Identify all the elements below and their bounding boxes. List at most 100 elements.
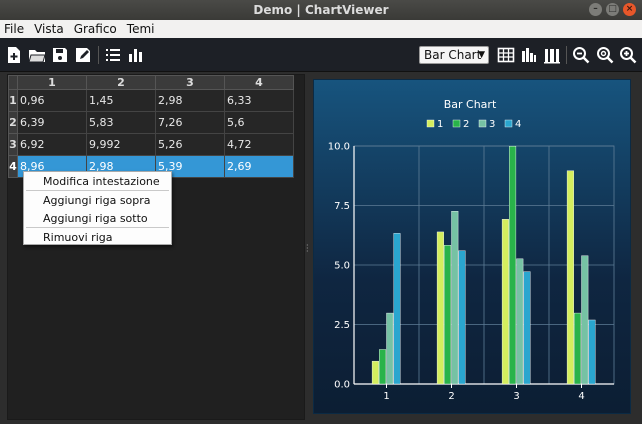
bar — [393, 233, 401, 385]
context-menu: Modifica intestazione Aggiungi riga sopr… — [23, 171, 172, 245]
bar — [386, 312, 394, 385]
open-folder-icon[interactable] — [28, 46, 46, 64]
legend-swatch — [504, 119, 513, 128]
table-row: 2 6,39 5,83 7,26 5,6 — [8, 111, 294, 134]
new-file-icon[interactable] — [5, 46, 23, 64]
table-cell[interactable]: 6,33 — [224, 89, 294, 112]
table-row: 1 0,96 1,45 2,98 6,33 — [8, 89, 294, 112]
menu-file[interactable]: File — [4, 22, 25, 36]
table-cell[interactable]: 5,39 — [155, 155, 225, 178]
table-cell[interactable]: 7,26 — [155, 111, 225, 134]
row-header[interactable]: 4 — [8, 155, 18, 178]
column-header[interactable]: 1 — [17, 75, 87, 90]
bar — [451, 211, 459, 385]
bar — [458, 250, 466, 385]
bar-chart-icon[interactable] — [520, 46, 538, 64]
bar — [566, 170, 574, 385]
menu-item-modifica-intestazione[interactable]: Modifica intestazione — [43, 175, 160, 188]
legend-label: 3 — [489, 119, 495, 130]
column-header[interactable]: 4 — [224, 75, 294, 90]
row-header[interactable]: 3 — [8, 133, 18, 156]
row-header[interactable]: 2 — [8, 111, 18, 134]
table-cell[interactable]: 5,6 — [224, 111, 294, 134]
bar — [523, 271, 531, 385]
table-cell[interactable]: 0,96 — [17, 89, 87, 112]
chart-type-select[interactable]: Bar Chart ▼ — [419, 46, 489, 64]
table-cell[interactable]: 4,72 — [224, 133, 294, 156]
menu-item-rimuovi-riga[interactable]: Rimuovi riga — [43, 231, 113, 244]
list-icon[interactable] — [104, 46, 122, 64]
table-corner-button[interactable] — [8, 75, 18, 90]
x-tick-label: 1 — [383, 391, 389, 402]
bar — [379, 349, 387, 385]
legend-swatch — [452, 119, 461, 128]
chevron-down-icon: ▼ — [478, 50, 485, 60]
y-tick-label: 10.0 — [328, 142, 350, 153]
chart-title: Bar Chart — [444, 98, 497, 111]
bar — [588, 319, 596, 385]
zoom-in-icon[interactable] — [619, 46, 637, 64]
column-header[interactable]: 2 — [86, 75, 156, 90]
bar — [574, 312, 582, 385]
chart-panel: Bar Chart 1 2 3 4 0.0 2.5 5.0 7.5 10.0 1 2 3 4 — [313, 79, 631, 414]
table-cell[interactable]: 1,45 — [86, 89, 156, 112]
y-tick-label: 0.0 — [334, 380, 350, 391]
menu-item-aggiungi-riga-sopra[interactable]: Aggiungi riga sopra — [43, 194, 151, 207]
x-tick-label: 4 — [578, 391, 584, 402]
bar — [371, 360, 379, 385]
legend-label: 2 — [463, 119, 469, 130]
legend-label: 4 — [515, 119, 521, 130]
table-cell[interactable]: 2,69 — [224, 155, 294, 178]
table-cell[interactable]: 6,39 — [17, 111, 87, 134]
toolbar: Bar Chart ▼ — [0, 38, 642, 72]
table-row: 3 6,92 9,992 5,26 4,72 — [8, 133, 294, 156]
menu-temi[interactable]: Temi — [126, 22, 155, 36]
bar-chart-alt-icon[interactable] — [543, 46, 561, 64]
table-cell[interactable]: 5,26 — [155, 133, 225, 156]
y-tick-label: 7.5 — [334, 201, 350, 212]
bar — [436, 231, 444, 385]
bar — [501, 219, 509, 385]
bar — [516, 258, 524, 385]
column-header[interactable]: 3 — [155, 75, 225, 90]
x-tick-label: 3 — [513, 391, 519, 402]
y-tick-label: 5.0 — [334, 261, 350, 272]
table-cell[interactable]: 5,83 — [86, 111, 156, 134]
zoom-reset-icon[interactable] — [596, 46, 614, 64]
edit-icon[interactable] — [74, 46, 92, 64]
main-content: 1 2 3 4 1 0,96 1,45 2,98 6,33 2 6,39 5,8 — [0, 72, 642, 424]
data-table: 1 2 3 4 1 0,96 1,45 2,98 6,33 2 6,39 5,8 — [8, 75, 294, 178]
splitter-handle[interactable]: · · · — [306, 241, 309, 256]
menu-bar: File Vista Grafico Temi — [0, 20, 642, 38]
bar-data-icon[interactable] — [127, 46, 145, 64]
bar — [509, 145, 517, 385]
table-header-row: 1 2 3 4 — [8, 75, 294, 90]
maximize-button[interactable]: □ — [606, 3, 619, 16]
window-titlebar: Demo | ChartViewer – □ × — [0, 0, 642, 20]
close-button[interactable]: × — [623, 3, 636, 16]
y-tick-label: 2.5 — [334, 320, 350, 331]
table-cell[interactable]: 2,98 — [155, 89, 225, 112]
zoom-out-icon[interactable] — [572, 46, 590, 64]
toolbar-separator — [566, 46, 567, 64]
table-cell[interactable]: 9,992 — [86, 133, 156, 156]
x-tick-label: 2 — [448, 391, 454, 402]
menu-divider — [26, 227, 169, 228]
row-header[interactable]: 1 — [8, 89, 18, 112]
toolbar-separator — [98, 46, 99, 64]
minimize-button[interactable]: – — [589, 3, 602, 16]
table-cell[interactable]: 6,92 — [17, 133, 87, 156]
save-icon[interactable] — [51, 46, 69, 64]
bar — [444, 245, 452, 385]
window-title: Demo | ChartViewer — [253, 3, 389, 17]
legend-label: 1 — [437, 119, 443, 130]
table-icon[interactable] — [497, 46, 515, 64]
menu-vista[interactable]: Vista — [34, 22, 64, 36]
data-table-panel: 1 2 3 4 1 0,96 1,45 2,98 6,33 2 6,39 5,8 — [7, 74, 305, 420]
chart-type-value: Bar Chart — [424, 48, 482, 62]
bar — [581, 255, 589, 385]
menu-item-aggiungi-riga-sotto[interactable]: Aggiungi riga sotto — [43, 212, 148, 225]
menu-grafico[interactable]: Grafico — [73, 22, 117, 36]
legend-swatch — [478, 119, 487, 128]
